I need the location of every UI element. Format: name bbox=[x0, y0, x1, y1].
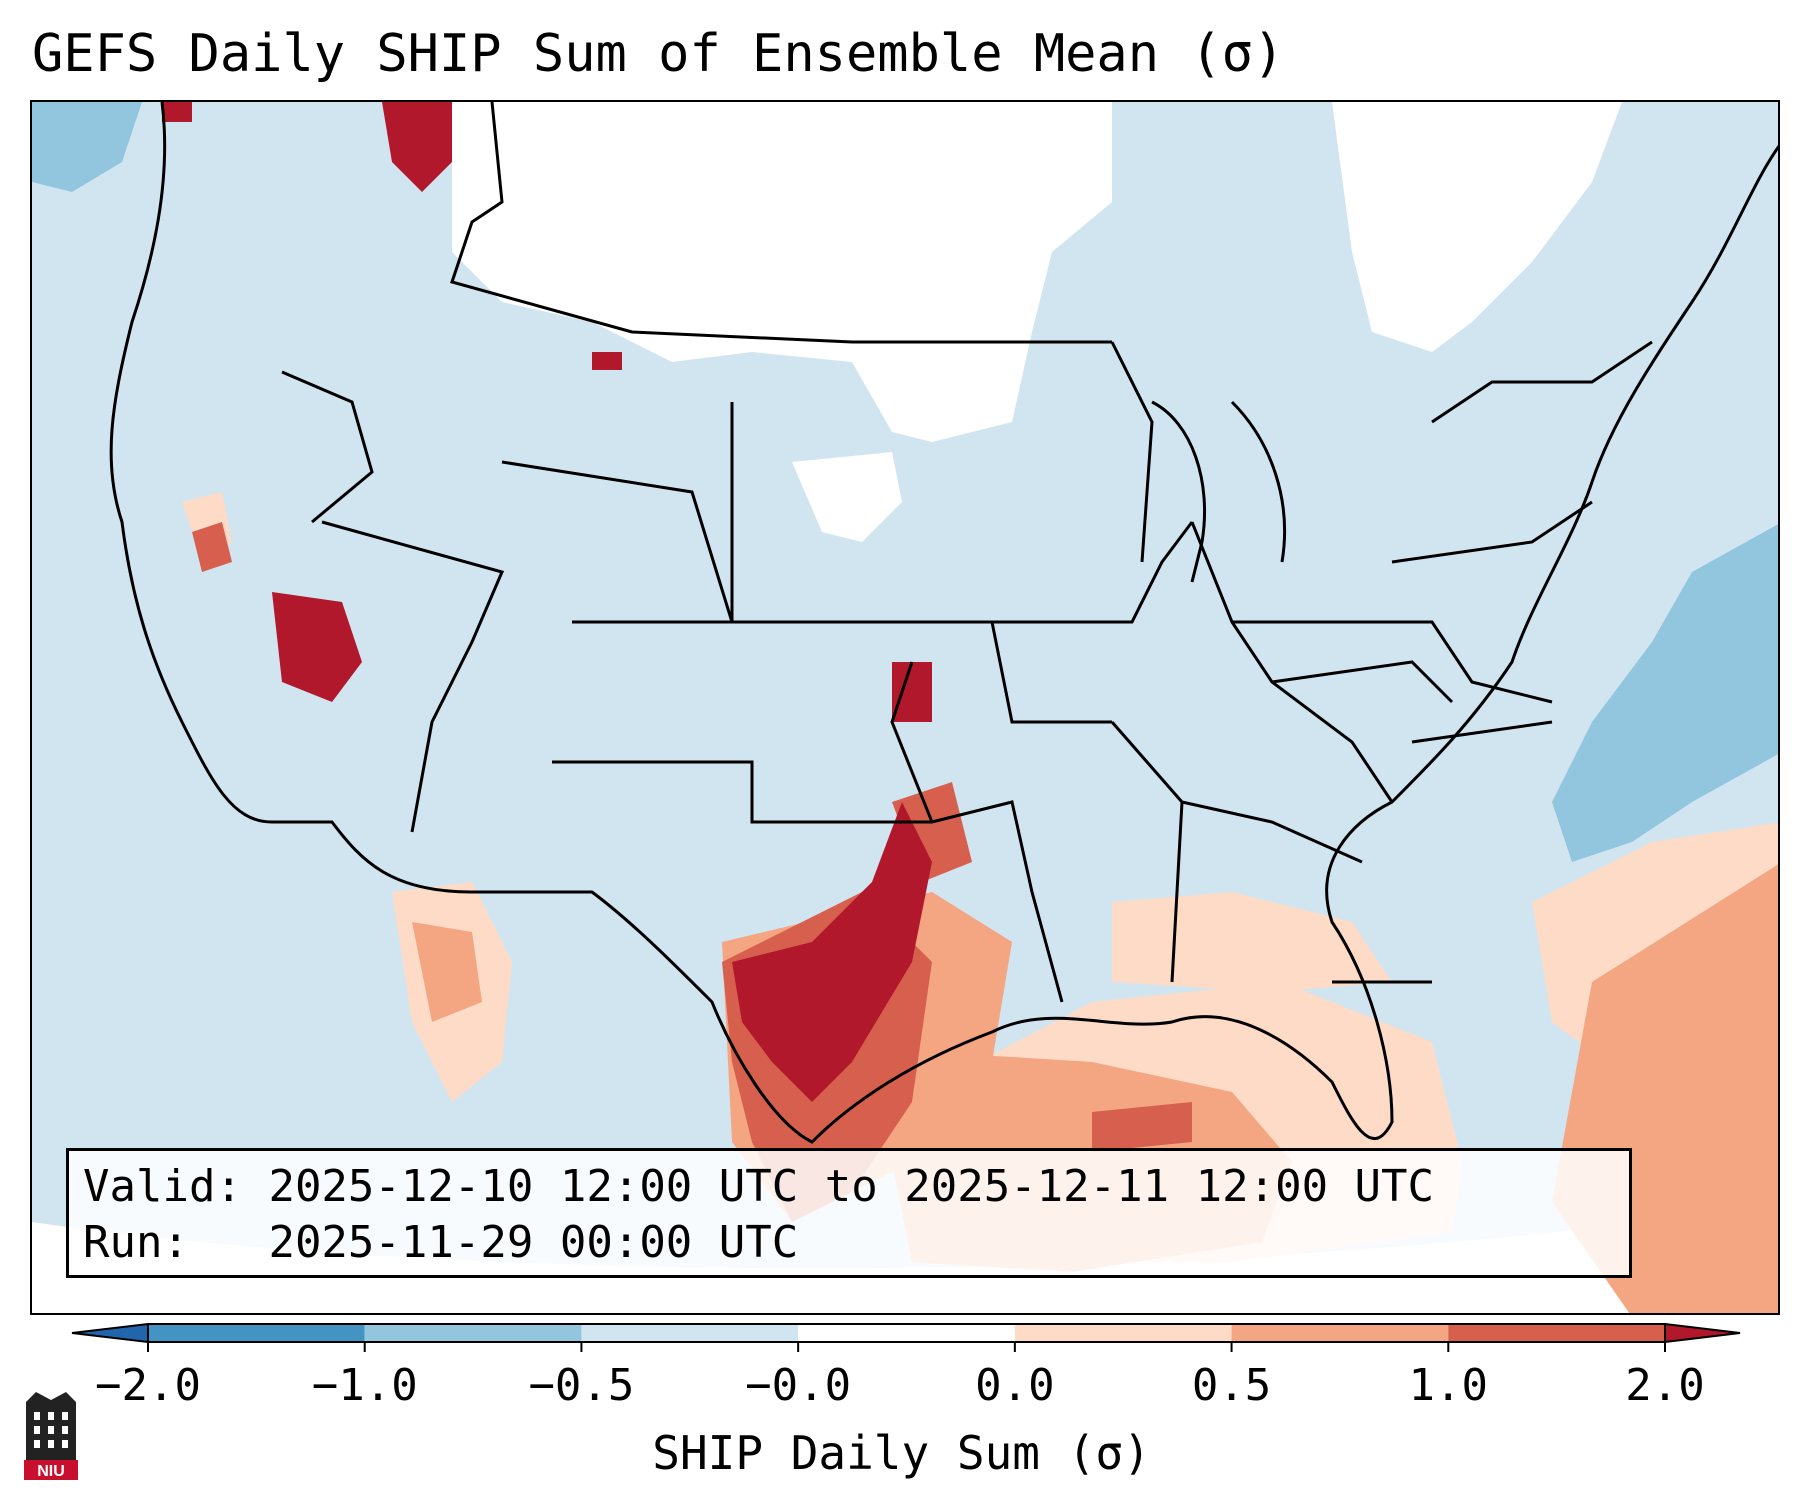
colorbar-tick-label: −0.0 bbox=[745, 1360, 851, 1411]
colorbar-tick-label: −2.0 bbox=[95, 1360, 201, 1411]
map-panel bbox=[30, 100, 1780, 1315]
colorbar-tick-label: 2.0 bbox=[1625, 1360, 1704, 1411]
colorbar-segment bbox=[1231, 1324, 1449, 1342]
colorbar-segment bbox=[798, 1324, 1015, 1342]
colorbar-tick-label: −1.0 bbox=[312, 1360, 418, 1411]
map-title: GEFS Daily SHIP Sum of Ensemble Mean (σ) bbox=[32, 24, 1285, 84]
run-label: Run: bbox=[83, 1217, 189, 1268]
near-zero-fill bbox=[32, 102, 1778, 1313]
colorbar-tick-label: −0.5 bbox=[528, 1360, 634, 1411]
niu-logo-icon: NIU bbox=[24, 1392, 78, 1480]
very-strong-positive-fill bbox=[162, 102, 932, 1102]
colorbar-extend-high bbox=[1664, 1322, 1741, 1344]
map-boundaries bbox=[109, 102, 1778, 1144]
negative-anomaly-fill bbox=[32, 102, 1778, 862]
colorbar-segment bbox=[364, 1324, 582, 1342]
colorbar-segment bbox=[1014, 1324, 1232, 1342]
colorbar-extend-low bbox=[71, 1322, 149, 1344]
colorbar: −2.0 −1.0 −0.5 −0.0 0.0 0.5 1.0 2.0 bbox=[71, 1322, 1741, 1411]
colorbar-label: SHIP Daily Sum (σ) bbox=[652, 1426, 1151, 1480]
valid-value: 2025-12-10 12:00 UTC to 2025-12-11 12:00… bbox=[268, 1161, 1435, 1212]
run-value: 2025-11-29 00:00 UTC bbox=[268, 1217, 799, 1268]
colorbar-segment bbox=[1448, 1324, 1665, 1342]
validity-info-box: Valid: 2025-12-10 12:00 UTC to 2025-12-1… bbox=[66, 1148, 1632, 1278]
colorbar-tick-label: 0.5 bbox=[1192, 1360, 1271, 1411]
colorbar-tick-label: 0.0 bbox=[975, 1360, 1054, 1411]
niu-logo-text: NIU bbox=[37, 1463, 65, 1480]
valid-label: Valid: bbox=[83, 1161, 242, 1212]
colorbar-segment bbox=[148, 1324, 365, 1342]
colorbar-segment bbox=[581, 1324, 799, 1342]
colorbar-outline bbox=[147, 1323, 1666, 1343]
colorbar-tick-label: 1.0 bbox=[1409, 1360, 1488, 1411]
ship-anomaly-map bbox=[32, 102, 1778, 1313]
